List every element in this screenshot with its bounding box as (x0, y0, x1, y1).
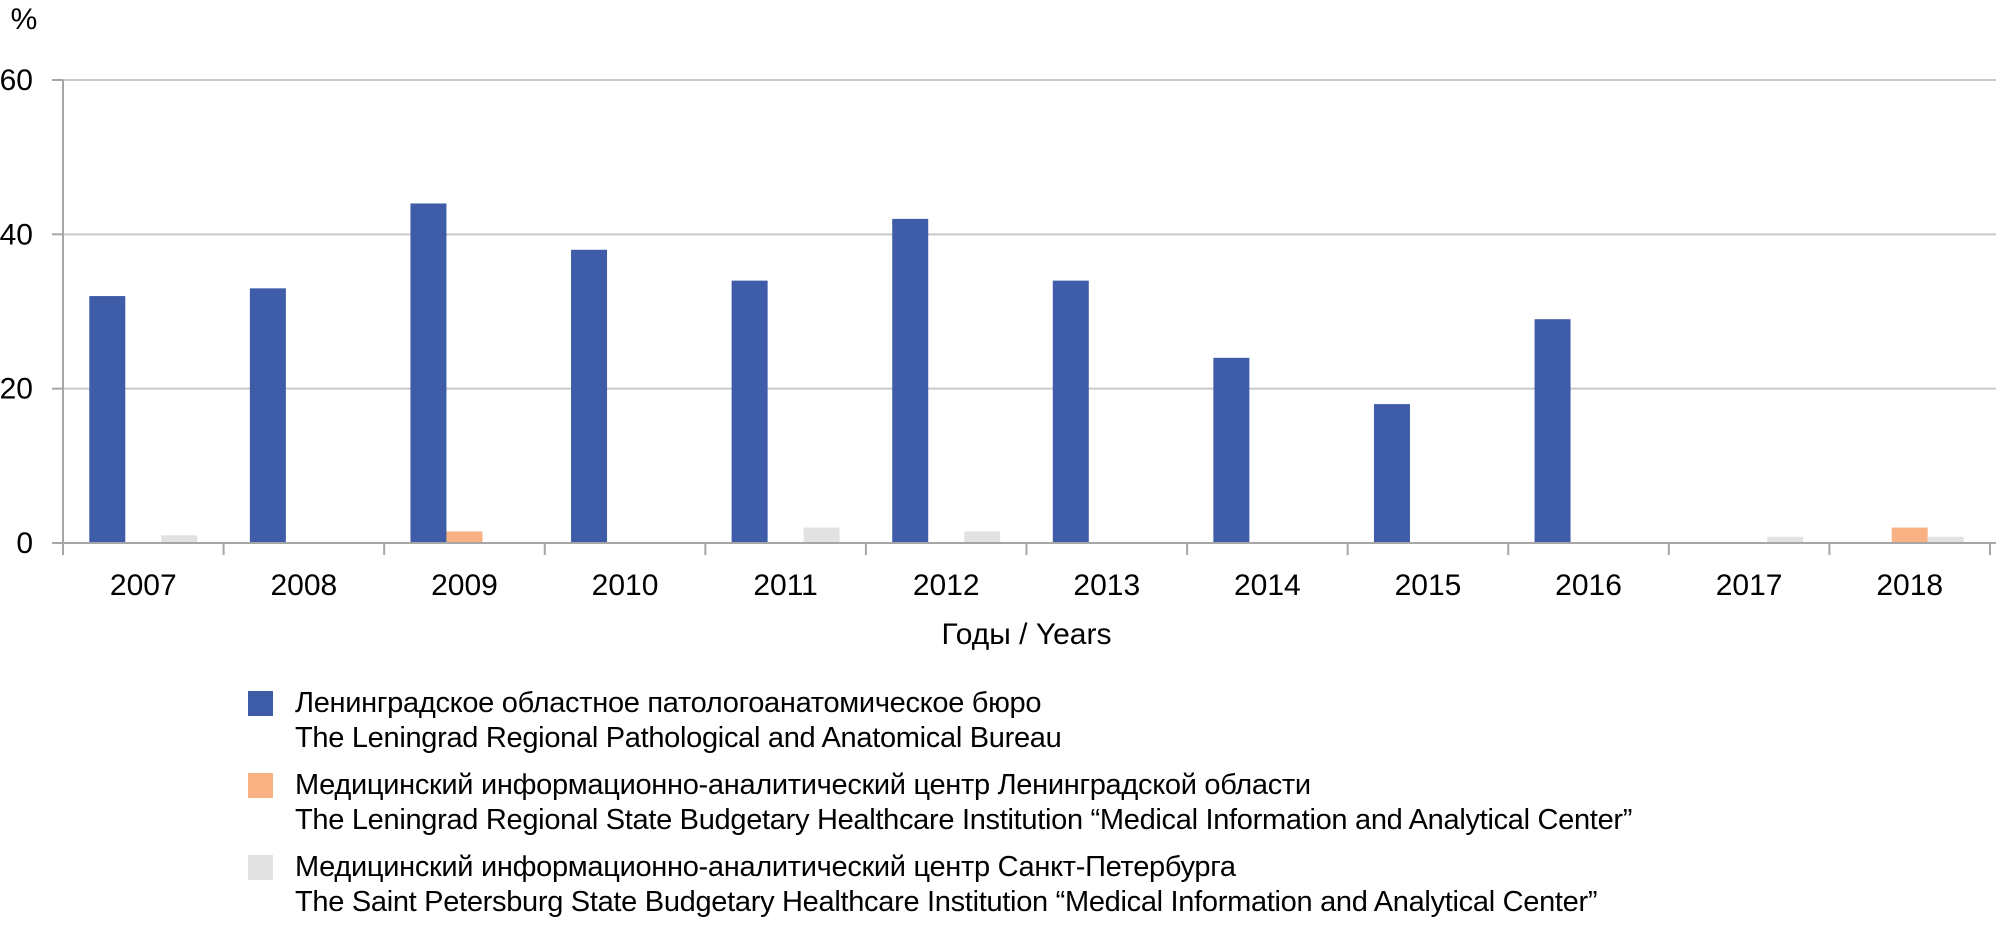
legend-text: Медицинский информационно-аналитический … (295, 850, 1598, 920)
legend-item-miac-saint-petersburg: Медицинский информационно-аналитический … (248, 850, 1948, 920)
bar-series1-2016 (1534, 319, 1571, 543)
y-axis-unit-label: % (10, 3, 38, 36)
bar-series3-2018 (1927, 536, 1964, 543)
bar-series2-2009 (446, 531, 483, 543)
x-axis-title: Годы / Years (941, 618, 1112, 651)
legend-label-ru: Медицинский информационно-аналитический … (295, 769, 1311, 801)
bar-series1-2008 (249, 288, 286, 543)
x-tick-label-2010: 2010 (592, 569, 659, 602)
bar-series3-2007 (161, 535, 198, 543)
y-tick-label-0: 0 (16, 527, 33, 560)
legend-label-en: The Leningrad Regional State Budgetary H… (295, 804, 1633, 836)
x-tick-label-2012: 2012 (913, 569, 980, 602)
legend-text: Ленинградское областное патологоанатомич… (295, 686, 1062, 756)
legend-label-ru: Ленинградское областное патологоанатомич… (295, 687, 1042, 719)
bar-series1-2010 (571, 249, 608, 543)
legend-swatch-blue (248, 691, 273, 716)
y-tick-label-60: 60 (0, 64, 33, 97)
bar-series1-2015 (1373, 404, 1410, 543)
legend-swatch-gray (248, 855, 273, 880)
bar-series1-2014 (1213, 357, 1250, 543)
bar-series1-2007 (89, 296, 126, 543)
x-tick-label-2008: 2008 (271, 569, 338, 602)
x-tick-label-2011: 2011 (753, 569, 818, 602)
legend-label-ru: Медицинский информационно-аналитический … (295, 851, 1236, 883)
legend-item-miac-leningrad-region: Медицинский информационно-аналитический … (248, 768, 1948, 838)
x-tick-label-2016: 2016 (1555, 569, 1622, 602)
y-tick-label-40: 40 (0, 218, 33, 251)
bar-series1-2012 (892, 218, 929, 543)
x-tick-label-2014: 2014 (1234, 569, 1301, 602)
x-tick-label-2013: 2013 (1073, 569, 1140, 602)
x-tick-label-2017: 2017 (1716, 569, 1783, 602)
legend-text: Медицинский информационно-аналитический … (295, 768, 1632, 838)
legend-label-en: The Leningrad Regional Pathological and … (295, 722, 1062, 754)
x-tick-label-2009: 2009 (431, 569, 498, 602)
bar-chart-plot: 0 20 40 60 2007 2008 2009 2010 2011 2012 2013 2014 2… (0, 64, 1996, 602)
x-tick-label-2015: 2015 (1395, 569, 1462, 602)
bar-series2-2018 (1891, 527, 1928, 543)
legend-label-en: The Saint Petersburg State Budgetary Hea… (295, 886, 1598, 918)
bar-series3-2011 (803, 527, 840, 543)
x-tick-label-2007: 2007 (110, 569, 177, 602)
legend-swatch-orange (248, 773, 273, 798)
chart-legend: Ленинградское областное патологоанатомич… (248, 686, 1948, 932)
bar-series3-2012 (964, 531, 1001, 543)
bar-series3-2017 (1767, 536, 1804, 543)
legend-item-pathological-bureau: Ленинградское областное патологоанатомич… (248, 686, 1948, 756)
y-tick-label-20: 20 (0, 373, 33, 406)
bar-series1-2013 (1052, 280, 1089, 543)
bar-series1-2011 (731, 280, 768, 543)
bar-series1-2009 (410, 203, 447, 543)
x-tick-label-2018: 2018 (1876, 569, 1943, 602)
